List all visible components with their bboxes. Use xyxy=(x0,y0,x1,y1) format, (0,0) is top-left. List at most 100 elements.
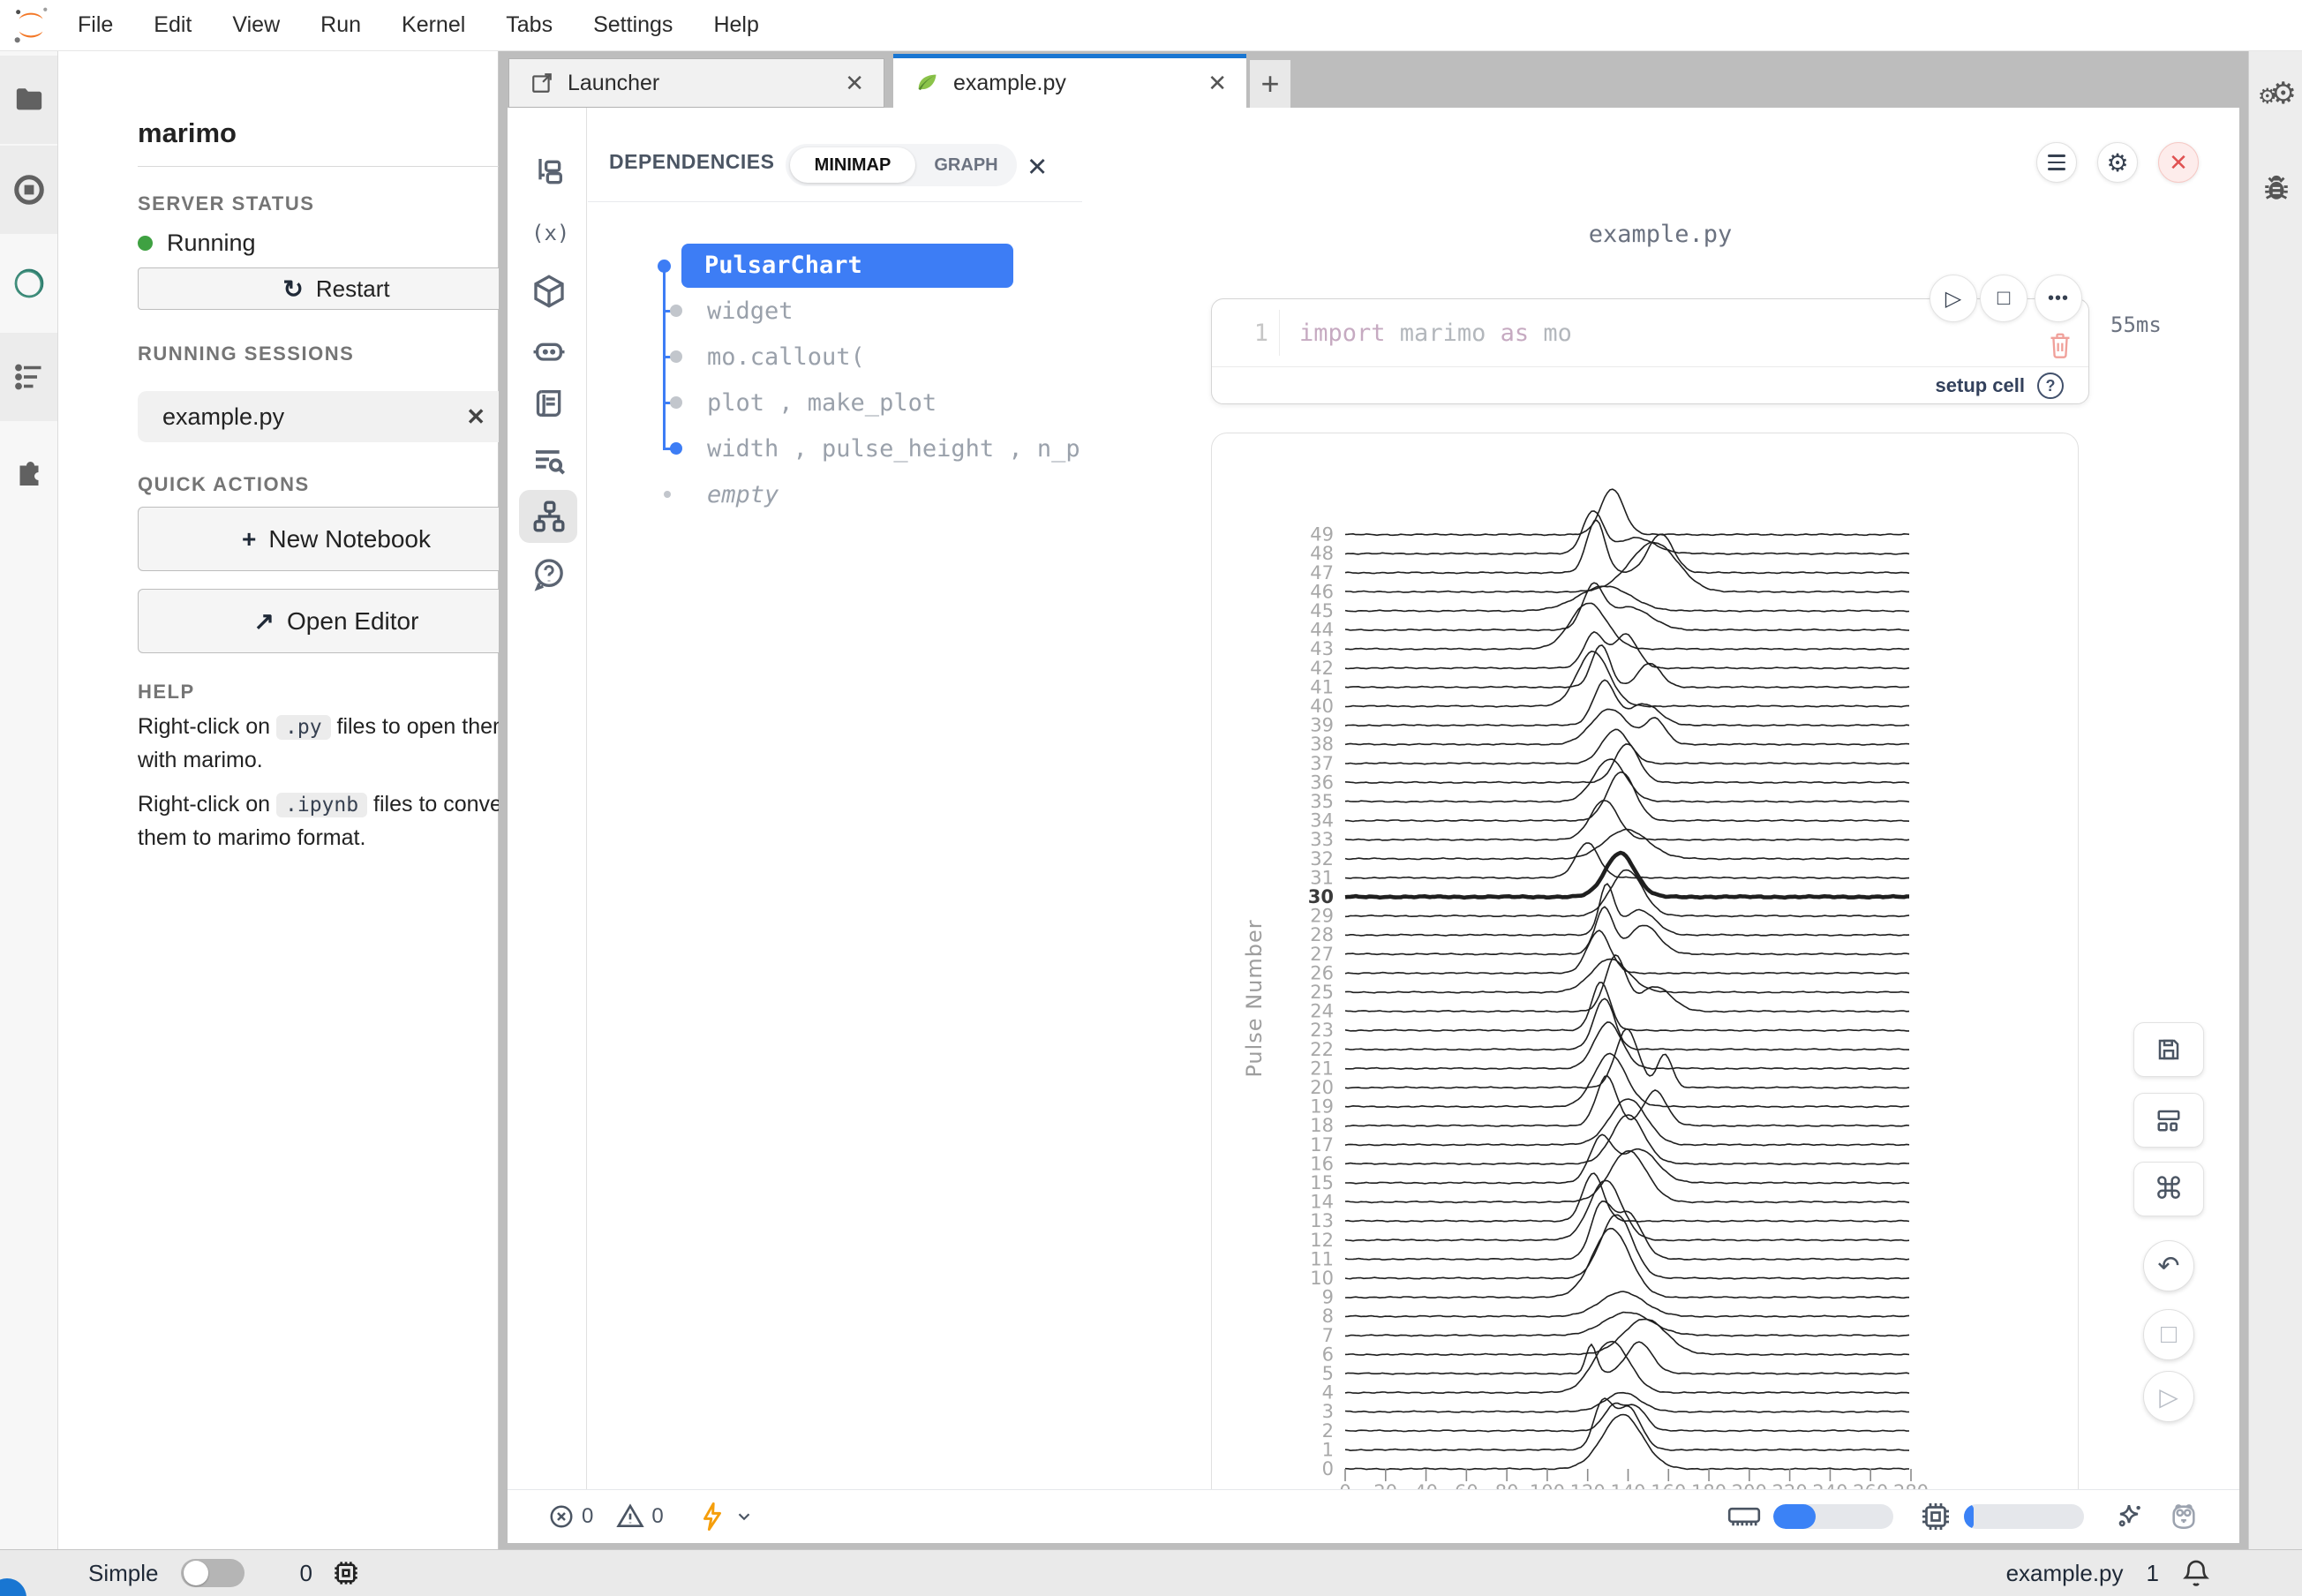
marimo-leaf-icon xyxy=(918,74,937,91)
keyboard-shortcuts-button[interactable]: ⌘ xyxy=(2133,1162,2204,1216)
marimo-extension-icon[interactable] xyxy=(0,239,57,327)
bell-icon[interactable] xyxy=(2182,1558,2210,1588)
logs-scroll-icon[interactable] xyxy=(531,386,567,421)
cpu-meter-fill xyxy=(1964,1504,1974,1529)
error-counter[interactable]: 0 xyxy=(548,1503,593,1530)
session-item[interactable]: example.py ✕ xyxy=(138,391,507,442)
close-session-icon[interactable]: ✕ xyxy=(466,403,485,430)
tab-example-py[interactable]: example.py ✕ xyxy=(893,54,1246,108)
minimap-cell-empty[interactable]: empty xyxy=(707,481,779,508)
menu-edit[interactable]: Edit xyxy=(154,12,192,37)
minimap-cell-plot[interactable]: plot , make_plot xyxy=(707,389,937,417)
svg-text:42: 42 xyxy=(1310,658,1334,679)
restart-button[interactable]: ↻ Restart xyxy=(138,267,535,310)
interrupt-button[interactable]: □ xyxy=(2143,1309,2194,1360)
setup-cell-label: setup cell xyxy=(1935,374,2025,396)
svg-text:40: 40 xyxy=(1310,696,1334,717)
gear-icon: ⚙ xyxy=(2106,148,2129,177)
variables-icon[interactable]: (x) xyxy=(531,221,570,245)
resource-meters xyxy=(1727,1501,2199,1532)
svg-text:1: 1 xyxy=(1322,1439,1334,1460)
right-sidebar: ⚙⚙ xyxy=(2248,51,2302,1549)
menu-run[interactable]: Run xyxy=(320,12,362,37)
svg-text:20: 20 xyxy=(1310,1077,1334,1098)
running-sessions-icon[interactable] xyxy=(0,146,57,234)
menu-tabs[interactable]: Tabs xyxy=(506,12,553,37)
svg-text:180: 180 xyxy=(1691,1481,1726,1489)
toggle-graph[interactable]: GRAPH xyxy=(934,154,998,175)
cell-code-row[interactable]: 1 import marimo as mo xyxy=(1212,299,2088,366)
notebook-title: example.py xyxy=(1588,221,1733,248)
extension-manager-icon[interactable] xyxy=(0,428,57,516)
minimap-cell-width-params[interactable]: width , pulse_height , n_poi xyxy=(707,435,1081,463)
jupyter-logo-icon xyxy=(14,7,48,42)
minimap-cell-callout[interactable]: mo.callout( xyxy=(707,343,865,371)
ai-robot-icon[interactable] xyxy=(531,333,567,368)
active-file-label[interactable]: example.py xyxy=(2005,1559,2124,1586)
cell-code[interactable]: import marimo as mo xyxy=(1299,319,1572,347)
save-icon xyxy=(2158,1039,2179,1060)
kernel-count: 0 xyxy=(299,1559,312,1586)
notebook-shutdown-button[interactable]: ✕ xyxy=(2158,142,2199,183)
menu-settings[interactable]: Settings xyxy=(593,12,673,37)
dependency-graph-icon[interactable] xyxy=(531,499,567,534)
outline-search-icon[interactable] xyxy=(531,443,567,478)
cpu-chip-icon xyxy=(1922,1503,1949,1530)
cell-runtime: 55ms xyxy=(2110,312,2162,337)
file-explorer-icon[interactable] xyxy=(531,154,567,190)
svg-text:32: 32 xyxy=(1310,848,1334,870)
stop-icon: □ xyxy=(1997,286,2011,310)
run-cell-button[interactable]: ▷ xyxy=(1930,275,1977,322)
new-notebook-button[interactable]: + New Notebook xyxy=(138,507,535,571)
menu-file[interactable]: File xyxy=(78,12,114,37)
simple-mode-label: Simple xyxy=(88,1559,159,1586)
table-of-contents-icon[interactable] xyxy=(0,333,57,421)
close-tab-icon[interactable]: ✕ xyxy=(845,69,864,96)
ai-sparkle-icon[interactable] xyxy=(2114,1502,2144,1532)
chevron-down-icon xyxy=(738,1513,749,1521)
minimap-cell-widget[interactable]: widget xyxy=(707,297,794,325)
run-all-button[interactable]: ▷ xyxy=(2143,1371,2194,1422)
notebook-menu-button[interactable] xyxy=(2036,142,2077,183)
simple-mode-toggle[interactable] xyxy=(181,1559,245,1587)
run-mode-control[interactable] xyxy=(699,1502,754,1532)
svg-text:31: 31 xyxy=(1310,867,1334,888)
menu-view[interactable]: View xyxy=(232,12,281,37)
menu-help[interactable]: Help xyxy=(713,12,759,37)
save-button[interactable] xyxy=(2133,1022,2204,1077)
py-extension-chip: .py xyxy=(276,715,331,740)
svg-text:0: 0 xyxy=(1322,1458,1334,1479)
toggle-minimap[interactable]: MINIMAP xyxy=(790,147,915,183)
minimap-cell-pulsarchart[interactable]: PulsarChart xyxy=(681,244,1013,288)
help-text-py: Right-click on .py files to open them wi… xyxy=(138,714,511,772)
line-number: 1 xyxy=(1253,319,1268,347)
svg-text:280: 280 xyxy=(1893,1481,1929,1489)
open-editor-button[interactable]: ↗ Open Editor xyxy=(138,589,535,653)
svg-text:44: 44 xyxy=(1310,620,1334,641)
svg-text:16: 16 xyxy=(1310,1153,1334,1174)
svg-text:9: 9 xyxy=(1322,1287,1334,1308)
new-tab-button[interactable]: + xyxy=(1250,60,1290,108)
cell-more-button[interactable]: ••• xyxy=(2035,275,2082,322)
notebook-settings-button[interactable]: ⚙ xyxy=(2097,142,2138,183)
debugger-bug-icon[interactable] xyxy=(2261,173,2291,203)
help-circle-icon[interactable]: ? xyxy=(2037,373,2064,399)
close-tab-icon[interactable]: ✕ xyxy=(1207,69,1227,96)
stop-cell-button[interactable]: □ xyxy=(1980,275,2027,322)
tab-launcher[interactable]: Launcher ✕ xyxy=(508,58,884,108)
delete-cell-icon[interactable] xyxy=(2048,331,2073,359)
menu-kernel[interactable]: Kernel xyxy=(402,12,466,37)
property-inspector-icon[interactable]: ⚙⚙ xyxy=(2258,77,2297,110)
undo-button[interactable]: ↶ xyxy=(2143,1240,2194,1291)
marimo-cat-icon[interactable] xyxy=(2169,1502,2199,1531)
svg-text:14: 14 xyxy=(1310,1192,1334,1213)
packages-cube-icon[interactable] xyxy=(531,274,567,309)
help-chat-icon[interactable] xyxy=(531,556,567,591)
warning-counter[interactable]: 0 xyxy=(616,1502,664,1531)
kernel-chip-icon[interactable] xyxy=(332,1559,360,1587)
close-panel-icon[interactable]: ✕ xyxy=(1027,154,1049,182)
layout-button[interactable] xyxy=(2133,1093,2204,1148)
menu-items: File Edit View Run Kernel Tabs Settings … xyxy=(78,12,759,38)
file-browser-icon[interactable] xyxy=(0,56,57,144)
